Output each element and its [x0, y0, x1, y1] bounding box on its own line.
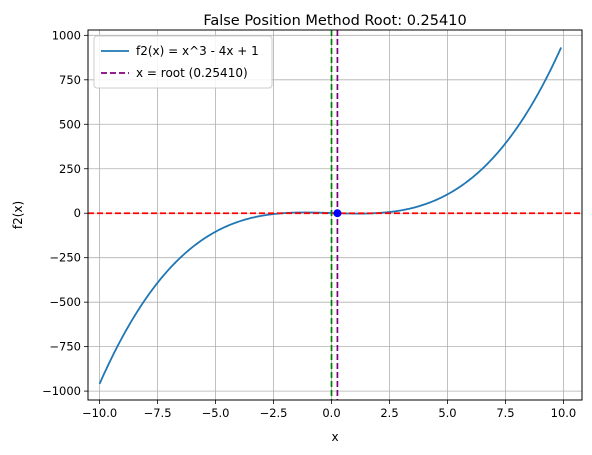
y-axis: −1000 −750 −500 −250 0 250 500 750 1000: [42, 28, 88, 398]
x-tick-label: 7.5: [496, 406, 514, 420]
y-tick-label: −1000: [42, 384, 81, 398]
y-axis-label: f2(x): [11, 201, 25, 229]
chart-title: False Position Method Root: 0.25410: [203, 13, 466, 29]
y-tick-label: 500: [59, 117, 81, 131]
x-tick-label: 10.0: [551, 406, 577, 420]
plot-area: [88, 30, 582, 400]
y-tick-label: −500: [49, 295, 81, 309]
legend: f2(x) = x^3 - 4x + 1 x = root (0.25410): [93, 35, 273, 89]
y-tick-label: −750: [49, 340, 81, 354]
y-tick-label: 250: [59, 162, 81, 176]
legend-box: [93, 35, 273, 89]
plot-frame: [87, 29, 583, 401]
y-tick-label: 0: [74, 206, 81, 220]
series-line-f2: [98, 47, 562, 385]
y-tick-label: −250: [49, 251, 81, 265]
x-axis-label: x: [331, 430, 338, 444]
x-tick-label: 2.5: [380, 406, 398, 420]
y-tick-label: 1000: [52, 28, 81, 42]
x-tick-label: −10.0: [82, 406, 117, 420]
legend-label-f2: f2(x) = x^3 - 4x + 1: [136, 44, 259, 58]
root-marker: [333, 209, 342, 218]
legend-label-root: x = root (0.25410): [136, 66, 248, 80]
x-axis: −10.0 −7.5 −5.0 −2.5 0.0 2.5 5.0 7.5 10.0: [82, 400, 576, 420]
x-tick-label: 0.0: [322, 406, 340, 420]
x-tick-label: −5.0: [202, 406, 230, 420]
y-tick-label: 750: [59, 73, 81, 87]
x-tick-label: 5.0: [438, 406, 456, 420]
x-tick-label: −2.5: [260, 406, 288, 420]
x-tick-label: −7.5: [144, 406, 172, 420]
